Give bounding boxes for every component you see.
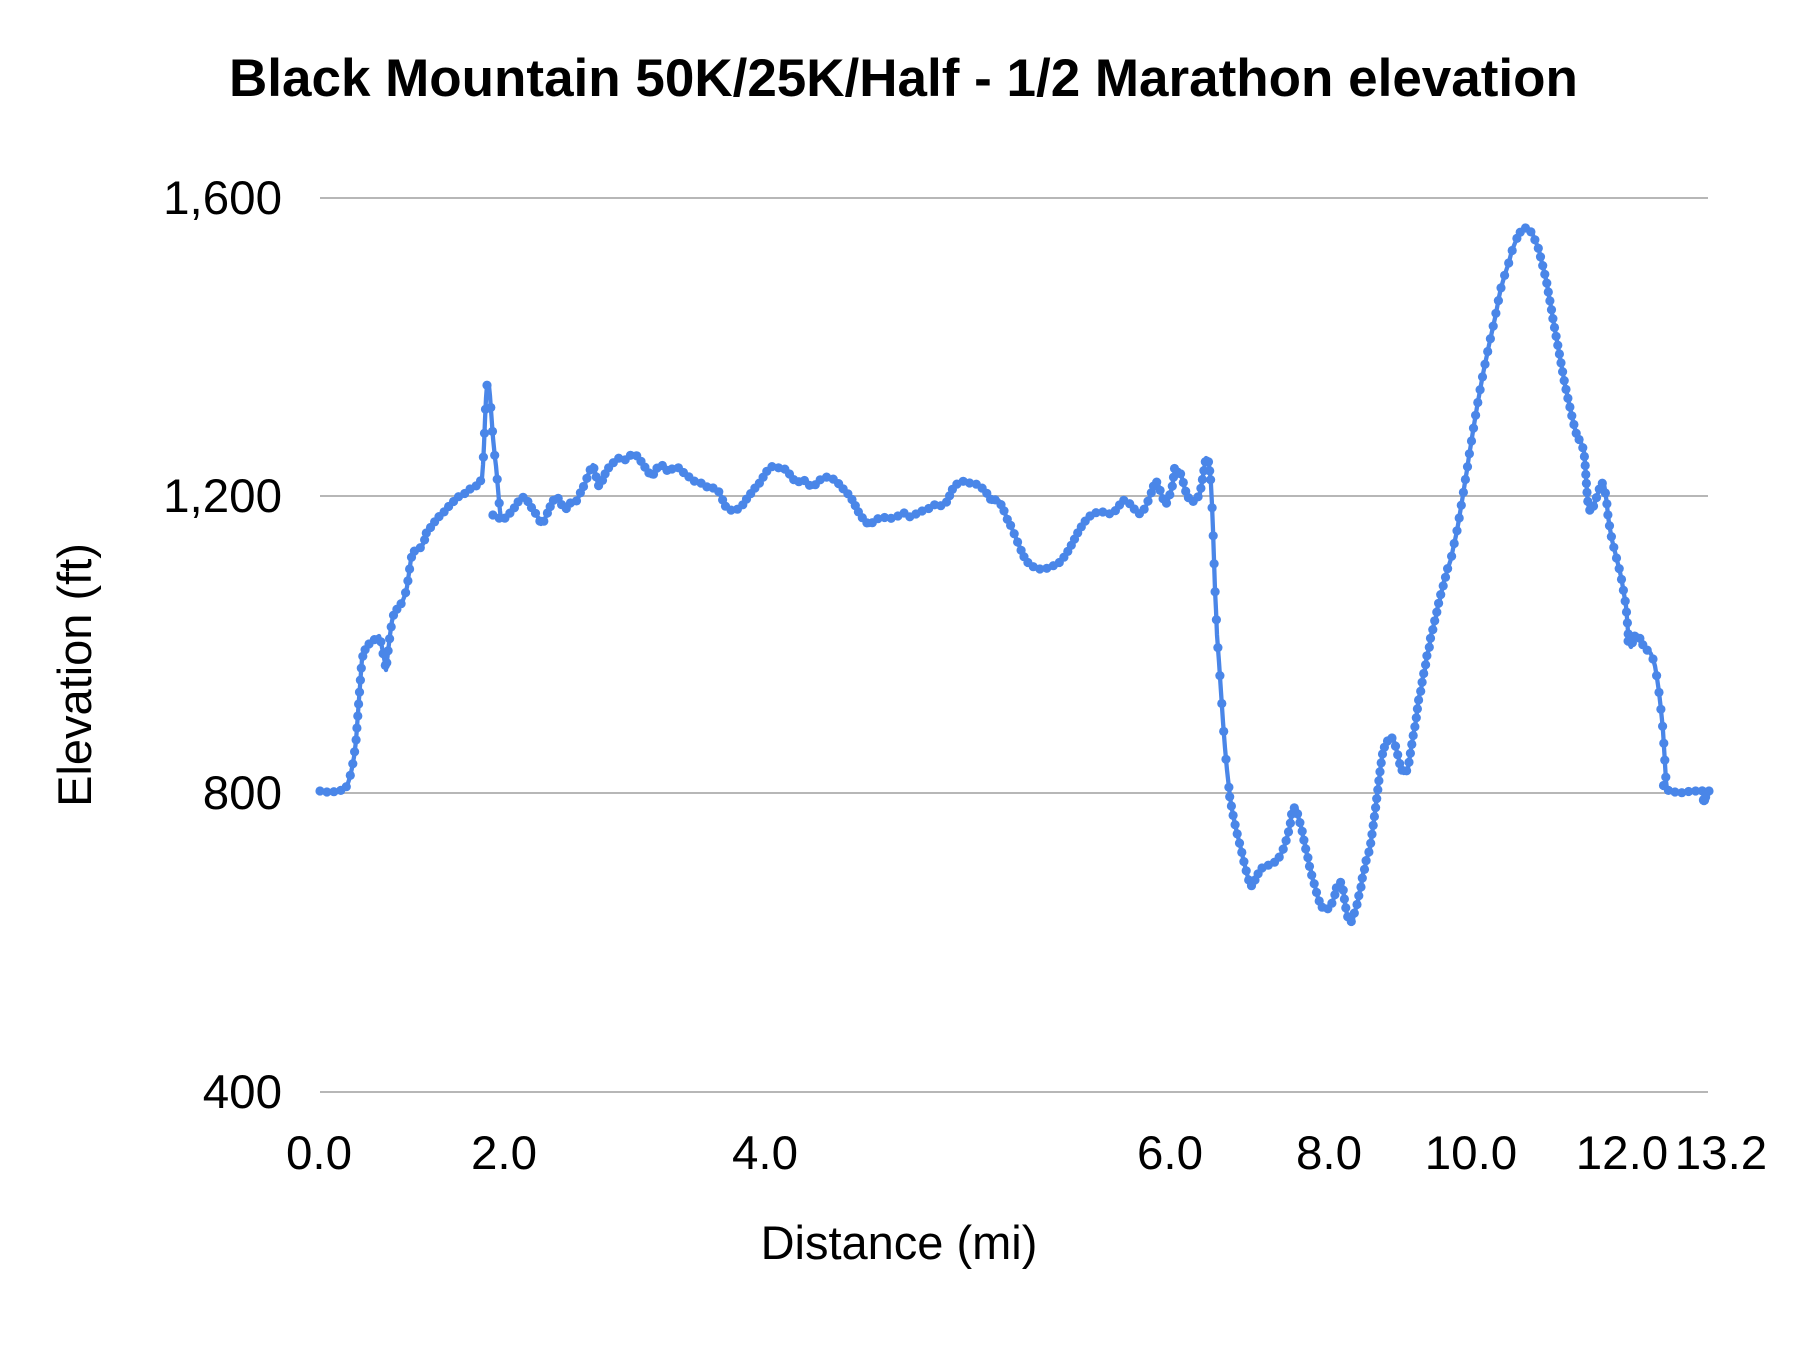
svg-text:400: 400 (203, 1066, 282, 1119)
svg-text:10.0: 10.0 (1425, 1127, 1517, 1180)
svg-text:800: 800 (203, 767, 282, 820)
svg-text:6.0: 6.0 (1137, 1127, 1203, 1180)
svg-text:1,600: 1,600 (163, 172, 282, 225)
svg-text:1,200: 1,200 (163, 470, 282, 523)
svg-text:2.0: 2.0 (471, 1127, 537, 1180)
svg-text:8.0: 8.0 (1296, 1127, 1362, 1180)
svg-text:Distance (mi): Distance (mi) (761, 1216, 1038, 1269)
svg-text:13.2: 13.2 (1675, 1127, 1767, 1180)
svg-text:12.0: 12.0 (1576, 1127, 1668, 1180)
svg-text:0.0: 0.0 (286, 1127, 352, 1180)
svg-text:4.0: 4.0 (732, 1127, 798, 1180)
svg-text:Elevation (ft): Elevation (ft) (48, 543, 101, 807)
svg-text:Black Mountain 50K/25K/Half -: Black Mountain 50K/25K/Half - 1/2 Marath… (229, 49, 1578, 108)
